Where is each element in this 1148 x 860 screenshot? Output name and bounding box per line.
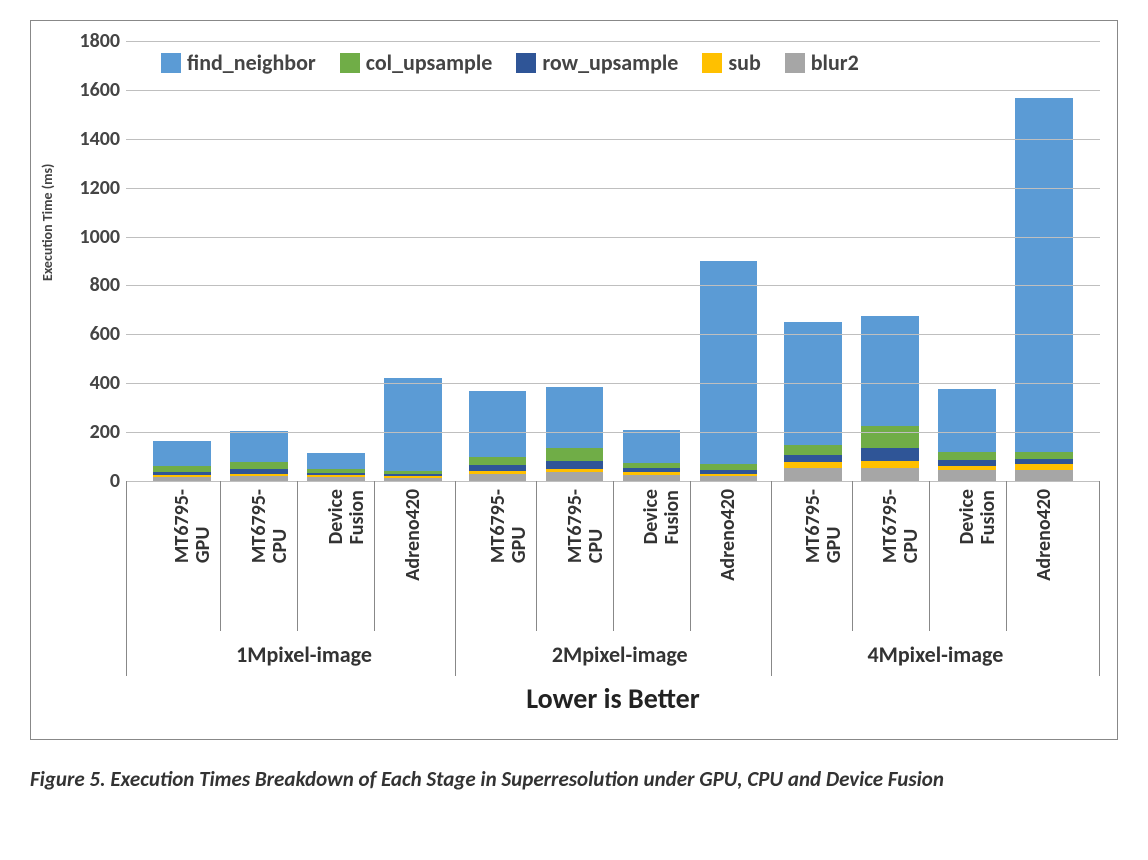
y-tick-label: 800: [90, 273, 120, 297]
group-divider: [771, 481, 772, 676]
bars-layer: [126, 41, 1100, 481]
y-tick-label: 200: [90, 420, 120, 444]
bar-segment-row_upsample: [784, 455, 842, 462]
bar-label: MT6795-GPU: [803, 489, 845, 563]
gridline: [126, 383, 1100, 384]
bar-label: DeviceFusion: [326, 489, 368, 544]
bar-divider: [297, 481, 298, 631]
bar: [784, 322, 842, 481]
y-tick-label: 1800: [79, 29, 120, 53]
y-tick-label: 0: [110, 469, 120, 493]
gridline: [126, 90, 1100, 91]
bar-segment-row_upsample: [546, 461, 604, 468]
group-label: 4Mpixel-image: [784, 641, 1086, 668]
bar-segment-blur2: [1015, 470, 1073, 481]
bar: [469, 391, 527, 481]
gridline: [126, 139, 1100, 140]
gridline: [126, 41, 1100, 42]
figure-caption: Figure 5. Execution Times Breakdown of E…: [30, 764, 1118, 794]
group-label: 1Mpixel-image: [153, 641, 455, 668]
bar-segment-find_neighbor: [861, 316, 919, 426]
bar-segment-col_upsample: [469, 457, 527, 466]
bar-segment-blur2: [784, 468, 842, 481]
group-divider: [455, 481, 456, 676]
gridline: [126, 334, 1100, 335]
y-tick-label: 1000: [79, 225, 120, 249]
group-divider: [1099, 481, 1100, 676]
bar-segment-col_upsample: [938, 452, 996, 459]
bar-segment-find_neighbor: [307, 453, 365, 469]
y-tick-label: 400: [90, 371, 120, 395]
gridline: [126, 432, 1100, 433]
bar: [307, 453, 365, 481]
x-axis-title: Lower is Better: [126, 681, 1100, 716]
bar-label: DeviceFusion: [957, 489, 999, 544]
bar-segment-find_neighbor: [623, 430, 681, 463]
bar-segment-find_neighbor: [546, 387, 604, 448]
y-tick-label: 600: [90, 322, 120, 346]
bar-segment-col_upsample: [784, 445, 842, 455]
bar-label: MT6795-CPU: [565, 489, 607, 563]
gridline: [126, 285, 1100, 286]
bar-segment-row_upsample: [861, 448, 919, 461]
bar: [153, 441, 211, 481]
bar-divider: [852, 481, 853, 631]
bar: [546, 387, 604, 481]
gridline: [126, 237, 1100, 238]
plot-area: 020040060080010001200140016001800: [126, 41, 1100, 481]
gridline: [126, 188, 1100, 189]
bar-segment-blur2: [546, 472, 604, 481]
bar-divider: [1006, 481, 1007, 631]
bar-divider: [929, 481, 930, 631]
bar: [1015, 98, 1073, 481]
bar-divider: [690, 481, 691, 631]
bar-segment-find_neighbor: [230, 431, 288, 462]
bar-segment-blur2: [861, 468, 919, 481]
bar: [938, 389, 996, 481]
bar-label: Adreno420: [718, 489, 739, 581]
bar-label: Adreno420: [403, 489, 424, 581]
x-axis-area: Lower is Better MT6795-GPU MT6795-CPU Devi…: [126, 481, 1100, 731]
y-tick-label: 1400: [79, 127, 120, 151]
y-axis-title: Execution Time (ms): [39, 164, 56, 281]
bar-divider: [613, 481, 614, 631]
bar-segment-col_upsample: [546, 448, 604, 461]
bar-label: MT6795-CPU: [880, 489, 922, 563]
bar-segment-blur2: [938, 470, 996, 481]
bar-segment-blur2: [469, 474, 527, 481]
bar-segment-find_neighbor: [153, 441, 211, 467]
bar-segment-find_neighbor: [938, 389, 996, 453]
bar-segment-find_neighbor: [1015, 98, 1073, 451]
group-label: 2Mpixel-image: [469, 641, 771, 668]
bar-segment-col_upsample: [861, 426, 919, 448]
bar-segment-find_neighbor: [469, 391, 527, 457]
bar-segment-find_neighbor: [700, 261, 758, 464]
bar-divider: [374, 481, 375, 631]
bar-label: MT6795-GPU: [172, 489, 214, 563]
bar: [623, 430, 681, 481]
bar-segment-col_upsample: [1015, 452, 1073, 459]
bar-segment-find_neighbor: [384, 378, 442, 471]
bar-label: MT6795-GPU: [488, 489, 530, 563]
bar: [384, 378, 442, 481]
group-divider: [126, 481, 127, 676]
bar: [700, 261, 758, 481]
bar-label: Adreno420: [1034, 489, 1055, 581]
bar-label: MT6795-CPU: [249, 489, 291, 563]
bar-divider: [536, 481, 537, 631]
chart-container: find_neighborcol_upsamplerow_upsamplesub…: [30, 20, 1118, 740]
bar-divider: [220, 481, 221, 631]
bar: [230, 431, 288, 481]
bar-label: DeviceFusion: [641, 489, 683, 544]
bar-segment-col_upsample: [230, 462, 288, 469]
bar: [861, 316, 919, 481]
y-tick-label: 1600: [79, 78, 120, 102]
y-tick-label: 1200: [79, 176, 120, 200]
